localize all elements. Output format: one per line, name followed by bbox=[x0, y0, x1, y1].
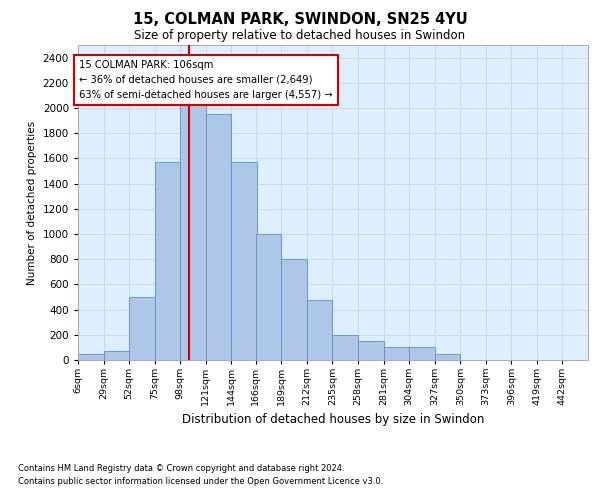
Text: Size of property relative to detached houses in Swindon: Size of property relative to detached ho… bbox=[134, 29, 466, 42]
Bar bbox=[78, 354, 104, 360]
Bar bbox=[358, 341, 383, 360]
Bar bbox=[256, 234, 281, 360]
Text: Distribution of detached houses by size in Swindon: Distribution of detached houses by size … bbox=[182, 412, 484, 426]
Text: 15 COLMAN PARK: 106sqm
← 36% of detached houses are smaller (2,649)
63% of semi-: 15 COLMAN PARK: 106sqm ← 36% of detached… bbox=[79, 60, 333, 100]
Bar bbox=[180, 102, 206, 360]
Bar bbox=[104, 350, 129, 360]
Bar bbox=[281, 259, 307, 360]
Bar bbox=[434, 354, 460, 360]
Bar bbox=[232, 162, 257, 360]
Bar bbox=[409, 348, 434, 360]
Y-axis label: Number of detached properties: Number of detached properties bbox=[27, 120, 37, 284]
Bar bbox=[155, 162, 180, 360]
Bar bbox=[383, 348, 409, 360]
Bar bbox=[129, 297, 155, 360]
Text: Contains HM Land Registry data © Crown copyright and database right 2024.: Contains HM Land Registry data © Crown c… bbox=[18, 464, 344, 473]
Bar bbox=[332, 335, 358, 360]
Text: Contains public sector information licensed under the Open Government Licence v3: Contains public sector information licen… bbox=[18, 478, 383, 486]
Text: 15, COLMAN PARK, SWINDON, SN25 4YU: 15, COLMAN PARK, SWINDON, SN25 4YU bbox=[133, 12, 467, 28]
Bar bbox=[307, 300, 332, 360]
Bar bbox=[206, 114, 232, 360]
